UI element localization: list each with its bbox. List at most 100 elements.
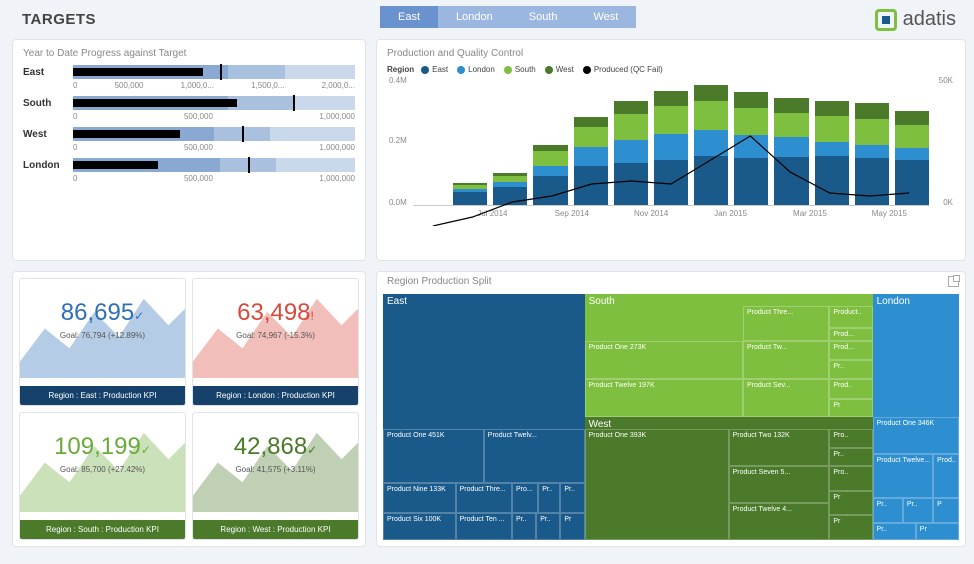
stack-bar[interactable]: [654, 91, 688, 205]
stack-bar[interactable]: [533, 145, 567, 205]
stack-bar[interactable]: [694, 85, 728, 205]
treemap-cell[interactable]: Product One 451K: [383, 429, 484, 483]
treemap-cell[interactable]: Pr: [829, 491, 872, 516]
treemap-cell[interactable]: Prod..: [829, 379, 872, 399]
stack-bar[interactable]: [734, 92, 768, 205]
stack-bar[interactable]: [895, 111, 929, 205]
stack-bar[interactable]: [453, 183, 487, 205]
treemap-cell[interactable]: Pr..: [560, 483, 584, 513]
kpi-sparkline: [193, 279, 358, 378]
x-axis-label: Sep 2014: [532, 209, 611, 218]
treemap-cell[interactable]: Pr..: [873, 498, 903, 523]
stack-bar[interactable]: [574, 117, 608, 205]
tab-west[interactable]: West: [575, 6, 636, 28]
treemap-cell[interactable]: Product Two 132K: [729, 429, 830, 466]
kpi-card[interactable]: 109,199✓ Goal: 85,700 (+27.42%) Region :…: [19, 412, 186, 540]
bar-segment-east: [855, 158, 889, 205]
kpi-sparkline: [193, 413, 358, 512]
legend-item[interactable]: East: [432, 65, 448, 74]
bullet-row-east: East: [23, 65, 355, 79]
treemap-cell[interactable]: Product Sev...: [743, 379, 829, 417]
focus-mode-icon[interactable]: [948, 276, 959, 287]
treemap-cell[interactable]: Product Twelve...: [873, 454, 933, 498]
treemap-cell[interactable]: Pr: [916, 523, 959, 540]
bullet-label: London: [23, 160, 73, 171]
legend-swatch: [421, 66, 429, 74]
treemap-cell[interactable]: Product..: [829, 306, 872, 328]
legend-item[interactable]: South: [515, 65, 536, 74]
treemap-region-london[interactable]: LondonProduct One 346KProduct Twelve...P…: [873, 294, 959, 540]
x-axis-label: Jan 2015: [691, 209, 770, 218]
treemap-cell[interactable]: Product One 273K: [585, 341, 743, 379]
treemap-region-east[interactable]: EastProduct One 451KProduct Twelv...Prod…: [383, 294, 585, 540]
treemap-cell[interactable]: Product Thre...: [743, 306, 829, 340]
treemap-cell[interactable]: Pr..: [512, 513, 536, 540]
treemap-cell[interactable]: Pro...: [512, 483, 538, 513]
kpi-card-container: 86,695✓ Goal: 76,794 (+12.89%) Region : …: [12, 271, 366, 547]
treemap-cell[interactable]: Pr..: [873, 523, 916, 540]
kpi-goal: Goal: 76,794 (+12.89%): [20, 331, 185, 340]
stack-bar[interactable]: [493, 173, 527, 206]
production-qc-card: Production and Quality Control Region Eas…: [376, 39, 966, 261]
treemap-cell[interactable]: Pr: [829, 515, 872, 540]
treemap-cell[interactable]: Product Six 100K: [383, 513, 456, 540]
bar-segment-south: [895, 125, 929, 148]
pqc-legend: Region East London South West Produced (QC Fa…: [387, 65, 955, 74]
treemap-cell[interactable]: Product One 346K: [873, 417, 959, 454]
bar-segment-south: [694, 101, 728, 130]
treemap-cell[interactable]: Prod..: [933, 454, 959, 498]
brand-logo: adatis: [875, 8, 956, 31]
stack-bar[interactable]: [774, 98, 808, 205]
kpi-card[interactable]: 63,498! Goal: 74,967 (-15.3%) Region : L…: [192, 278, 359, 406]
kpi-value: 63,498!: [193, 299, 358, 327]
treemap-cell[interactable]: Prod...: [829, 328, 872, 340]
kpi-value: 109,199✓: [20, 433, 185, 461]
treemap-cell[interactable]: Product Nine 133K: [383, 483, 456, 513]
bullet-row-london: London: [23, 158, 355, 172]
treemap-cell[interactable]: Product Seven 5...: [729, 466, 830, 503]
tab-east[interactable]: East: [380, 6, 438, 28]
stack-bar[interactable]: [815, 101, 849, 205]
treemap-region-south[interactable]: SouthProduct One 273KProduct Thre...Prod…: [585, 294, 873, 417]
treemap-cell[interactable]: Product Tw...: [743, 341, 829, 379]
bar-segment-east: [453, 192, 487, 205]
treemap-cell[interactable]: Pr..: [536, 513, 560, 540]
legend-item[interactable]: Produced (QC Fail): [594, 65, 663, 74]
treemap-cell[interactable]: Pro..: [829, 429, 872, 447]
legend-item[interactable]: West: [556, 65, 574, 74]
treemap-region-west[interactable]: WestProduct One 393KProduct Two 132KPro.…: [585, 417, 873, 540]
stack-bar[interactable]: [614, 101, 648, 205]
treemap-cell[interactable]: Pr..: [903, 498, 933, 523]
treemap-cell[interactable]: Pr..: [829, 448, 872, 466]
pqc-title: Production and Quality Control: [387, 48, 955, 59]
treemap-cell[interactable]: Pro..: [829, 466, 872, 491]
region-split-card: Region Production Split EastProduct One …: [376, 271, 966, 547]
legend-label: Region: [387, 65, 414, 74]
ytd-title: Year to Date Progress against Target: [23, 48, 355, 59]
treemap-cell[interactable]: Pr..: [538, 483, 560, 513]
stack-bar[interactable]: [855, 103, 889, 205]
bar-segment-west: [774, 98, 808, 113]
x-axis-label: Mar 2015: [770, 209, 849, 218]
treemap-cell[interactable]: Product Twelve 197K: [585, 379, 743, 417]
tab-south[interactable]: South: [511, 6, 576, 28]
treemap-cell[interactable]: Product One 393K: [585, 429, 729, 540]
bar-segment-london: [614, 140, 648, 163]
treemap-cell[interactable]: Prod...: [829, 341, 872, 361]
treemap-cell[interactable]: Product Twelve 4...: [729, 503, 830, 540]
kpi-card[interactable]: 86,695✓ Goal: 76,794 (+12.89%) Region : …: [19, 278, 186, 406]
ytd-progress-card: Year to Date Progress against Target Eas…: [12, 39, 366, 261]
tab-london[interactable]: London: [438, 6, 511, 28]
treemap-cell[interactable]: Pr: [560, 513, 584, 540]
treemap-cell[interactable]: Pr..: [829, 360, 872, 378]
treemap-cell[interactable]: P: [933, 498, 959, 523]
bullet-ticks: 0500,0001,000,0...1,500,0...2,000,0...: [73, 81, 355, 90]
region-tabs: EastLondonSouthWest: [380, 6, 636, 28]
treemap-cell[interactable]: Product Ten ...: [456, 513, 512, 540]
kpi-card[interactable]: 42,868✓ Goal: 41,575 (+3.11%) Region : W…: [192, 412, 359, 540]
legend-item[interactable]: London: [468, 65, 495, 74]
bullet-ticks: 0500,0001,000,000: [73, 112, 355, 121]
treemap-cell[interactable]: Pr: [829, 399, 872, 417]
treemap-cell[interactable]: Product Twelv...: [484, 429, 585, 483]
treemap-cell[interactable]: Product Thre...: [456, 483, 512, 513]
